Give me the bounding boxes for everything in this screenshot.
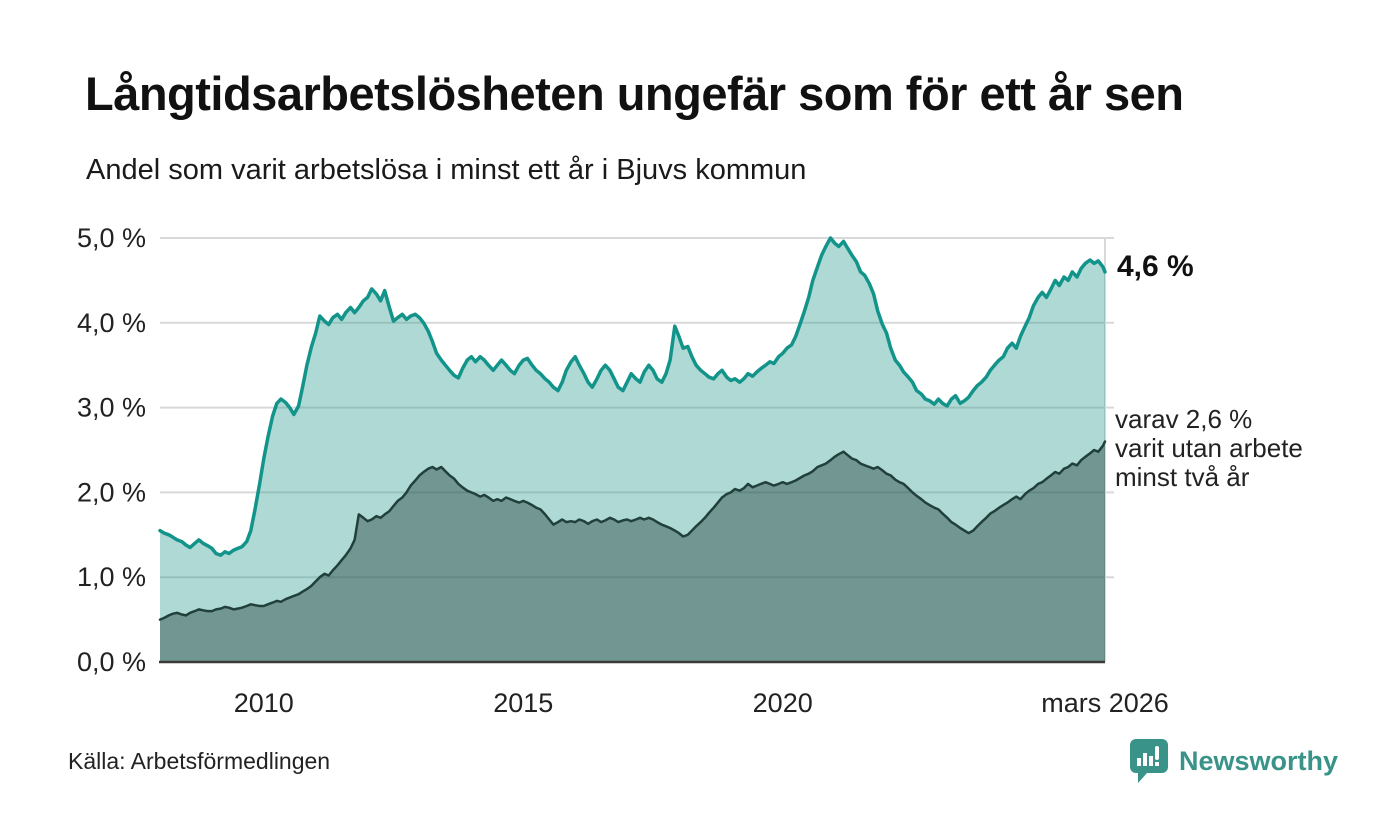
area-series-total bbox=[160, 238, 1105, 662]
newsworthy-logo-icon bbox=[1129, 739, 1168, 783]
page-title: Långtidsarbetslösheten ungefär som för e… bbox=[85, 67, 1184, 120]
brand-name: Newsworthy bbox=[1178, 745, 1338, 776]
series-end-label-secondary: varav 2,6 % varit utan arbete minst två … bbox=[1115, 404, 1303, 492]
chart-subtitle: Andel som varit arbetslösa i minst ett å… bbox=[86, 154, 807, 186]
x-tick-label: 2010 bbox=[234, 688, 294, 718]
y-tick-label: 1,0 % bbox=[77, 562, 146, 592]
y-tick-label: 0,0 % bbox=[77, 647, 146, 677]
y-tick-label: 4,0 % bbox=[77, 308, 146, 338]
area-series-secondary bbox=[160, 441, 1105, 662]
line-series-total bbox=[158, 236, 1107, 557]
brand-logo: Newsworthy bbox=[1129, 738, 1338, 784]
y-tick-label: 3,0 % bbox=[77, 393, 146, 423]
line-series-secondary bbox=[158, 440, 1107, 621]
x-tick-label: mars 2026 bbox=[1041, 688, 1169, 718]
y-tick-label: 5,0 % bbox=[77, 223, 146, 253]
x-tick-label: 2020 bbox=[753, 688, 813, 718]
x-tick-label: 2015 bbox=[493, 688, 553, 718]
source-credit: Källa: Arbetsförmedlingen bbox=[68, 748, 331, 774]
y-tick-label: 2,0 % bbox=[77, 477, 146, 507]
series-end-label-total: 4,6 % bbox=[1117, 250, 1194, 283]
